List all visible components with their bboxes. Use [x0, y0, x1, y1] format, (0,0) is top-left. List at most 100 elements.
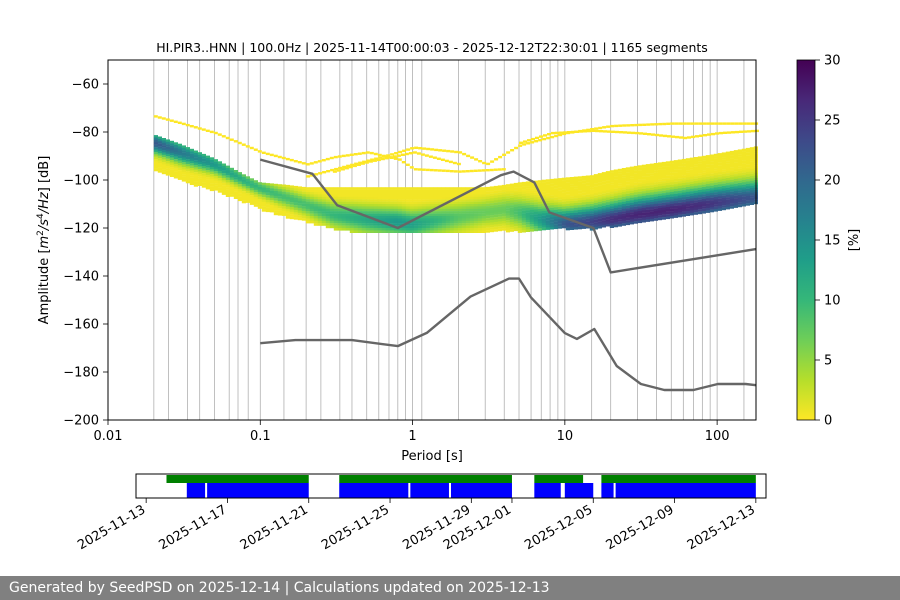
heatmap-cell: [465, 220, 470, 224]
scatter-cell: [618, 124, 623, 127]
heatmap-cell: [469, 213, 474, 217]
heatmap-cell: [533, 180, 538, 184]
heatmap-cell: [517, 218, 522, 221]
heatmap-cell: [569, 198, 574, 202]
heatmap-cell: [657, 176, 662, 180]
heatmap-cell: [725, 166, 730, 169]
heatmap-cell: [397, 187, 402, 190]
x-tick-label: 1: [408, 429, 416, 444]
heatmap-cell: [509, 190, 514, 194]
heatmap-cell: [545, 200, 550, 204]
heatmap-cell: [169, 145, 174, 149]
heatmap-cell: [669, 199, 674, 202]
heatmap-cell: [489, 208, 494, 211]
heatmap-cell: [297, 208, 302, 211]
heatmap-cell: [421, 194, 426, 197]
heatmap-cell: [665, 175, 670, 179]
heatmap-cell: [737, 149, 742, 152]
scatter-cell: [377, 153, 382, 157]
heatmap-cell: [553, 180, 558, 184]
heatmap-cell: [629, 207, 634, 210]
heatmap-cell: [413, 201, 418, 205]
heatmap-cell: [561, 180, 566, 183]
heatmap-cell: [241, 195, 246, 199]
heatmap-cell: [681, 190, 686, 193]
heatmap-cell: [477, 204, 482, 207]
heatmap-cell: [713, 168, 718, 171]
heatmap-cell: [381, 228, 386, 231]
segment-bar: [615, 483, 756, 498]
heatmap-cell: [689, 188, 694, 192]
heatmap-cell: [701, 194, 706, 197]
heatmap-cell: [221, 177, 226, 181]
heatmap-cell: [509, 188, 514, 191]
heatmap-cell: [497, 207, 502, 210]
heatmap-cell: [713, 165, 718, 169]
scatter-cell: [691, 135, 695, 139]
heatmap-cell: [465, 225, 470, 229]
scatter-cell: [470, 156, 475, 159]
heatmap-cell: [357, 189, 362, 193]
heatmap-cell: [477, 211, 482, 214]
heatmap-cell: [457, 204, 462, 207]
heatmap-cell: [405, 189, 410, 193]
scatter-cell: [671, 135, 675, 138]
heatmap-cell: [605, 175, 610, 179]
heatmap-cell: [273, 212, 278, 216]
scatter-cell: [715, 132, 719, 135]
heatmap-cell: [565, 206, 570, 209]
heatmap-cell: [201, 153, 206, 157]
heatmap-cell: [401, 189, 406, 193]
heatmap-cell: [509, 202, 514, 206]
heatmap-cell: [249, 195, 254, 198]
noise-model-lines: [259, 158, 757, 392]
heatmap-cell: [309, 201, 314, 205]
heatmap-cell: [577, 217, 582, 220]
heatmap-cell: [553, 195, 558, 198]
heatmap-cell: [537, 201, 542, 205]
heatmap-cell: [725, 199, 730, 203]
heatmap-cell: [237, 174, 242, 178]
heatmap-cell: [645, 202, 650, 206]
heatmap-cell: [377, 208, 382, 212]
heatmap-cell: [489, 198, 494, 201]
heatmap-cell: [645, 168, 650, 172]
heatmap-cell: [577, 195, 582, 199]
heatmap-cell: [621, 204, 626, 207]
heatmap-cell: [585, 211, 590, 215]
heatmap-cell: [225, 170, 230, 173]
scatter-cell: [497, 168, 502, 171]
heatmap-cell: [701, 211, 706, 214]
heatmap-cell: [705, 191, 710, 194]
heatmap-cell: [393, 206, 398, 209]
scatter-cell: [454, 150, 459, 154]
heatmap-cell: [285, 211, 290, 214]
heatmap-cell: [465, 194, 470, 197]
heatmap-cell: [437, 187, 442, 190]
heatmap-cell: [641, 164, 646, 168]
heatmap-cell: [625, 212, 630, 216]
heatmap-cell: [569, 189, 574, 192]
heatmap-cell: [197, 183, 202, 186]
heatmap-cell: [453, 211, 458, 214]
heatmap-cell: [349, 201, 354, 205]
heatmap-cell: [317, 220, 322, 224]
heatmap-cell: [421, 220, 426, 224]
heatmap-cell: [741, 151, 746, 154]
heatmap-cell: [481, 189, 486, 193]
heatmap-cell: [685, 194, 690, 197]
scatter-cell: [502, 153, 507, 156]
heatmap-cell: [497, 209, 502, 212]
heatmap-cell: [349, 218, 354, 221]
timeline-tick-label: 2025-11-21: [238, 502, 311, 553]
heatmap-cell: [549, 195, 554, 199]
heatmap-cell: [669, 177, 674, 181]
heatmap-cell: [281, 194, 286, 197]
scatter-cell: [181, 122, 186, 126]
heatmap-cell: [749, 183, 754, 186]
heatmap-cell: [597, 218, 602, 222]
heatmap-cell: [557, 187, 562, 191]
heatmap-cell: [625, 176, 630, 180]
heatmap-cell: [433, 220, 438, 224]
heatmap-cell: [469, 208, 474, 212]
